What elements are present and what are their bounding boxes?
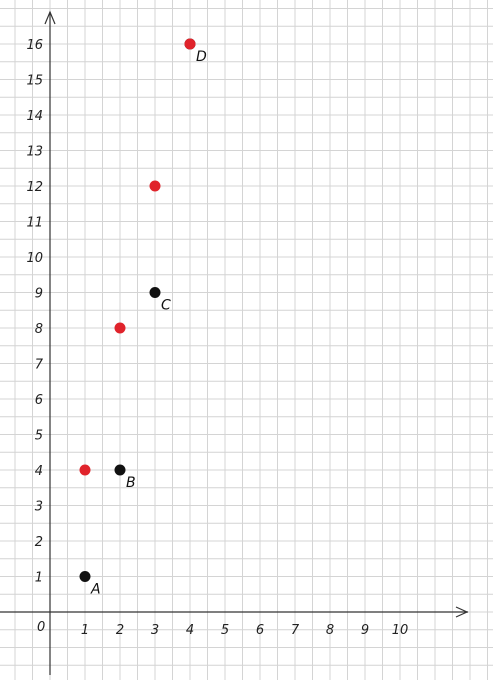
x-tick-label: 2 (116, 623, 124, 638)
y-tick-label: 9 (35, 287, 43, 302)
y-tick-label: 3 (35, 500, 43, 515)
y-tick-label: 11 (26, 216, 43, 231)
y-tick-label: 8 (35, 322, 43, 337)
data-point (184, 38, 196, 50)
data-point (149, 180, 161, 192)
x-tick-label: 8 (326, 623, 334, 638)
y-tick-label: 2 (35, 535, 43, 550)
y-tick-label: 13 (26, 145, 43, 160)
x-tick-label: 10 (392, 623, 409, 638)
x-tick-label: 9 (361, 623, 369, 638)
x-axis-arrow-icon (455, 606, 469, 618)
y-tick-label: 15 (26, 74, 43, 89)
y-axis-arrow-icon (44, 10, 56, 25)
data-point (114, 464, 126, 476)
point-label: D (196, 49, 207, 65)
point-label: C (161, 298, 171, 314)
y-tick-label: 10 (26, 251, 43, 266)
data-point (79, 571, 91, 582)
data-point (149, 287, 161, 298)
point-label: A (90, 582, 101, 598)
origin-label: 0 (37, 620, 45, 635)
y-tick-label: 4 (35, 464, 43, 479)
point-label: B (126, 475, 136, 491)
axes: 0 (0, 10, 469, 675)
y-tick-label: 16 (26, 38, 43, 53)
x-tick-label: 5 (221, 623, 229, 638)
y-tick-label: 6 (35, 393, 43, 408)
x-tick-label: 3 (151, 623, 159, 638)
x-tick-label: 7 (291, 623, 300, 638)
y-tick-label: 1 (35, 571, 43, 586)
y-tick-label: 14 (26, 109, 43, 124)
y-tick-label: 5 (35, 429, 43, 444)
x-tick-label: 4 (186, 623, 194, 638)
data-point (114, 322, 126, 334)
y-tick-label: 12 (26, 180, 43, 195)
data-points: A B C D (79, 38, 207, 598)
x-tick-label: 1 (81, 623, 89, 638)
y-tick-label: 7 (35, 358, 44, 373)
data-point (79, 464, 91, 476)
x-tick-label: 6 (256, 623, 264, 638)
